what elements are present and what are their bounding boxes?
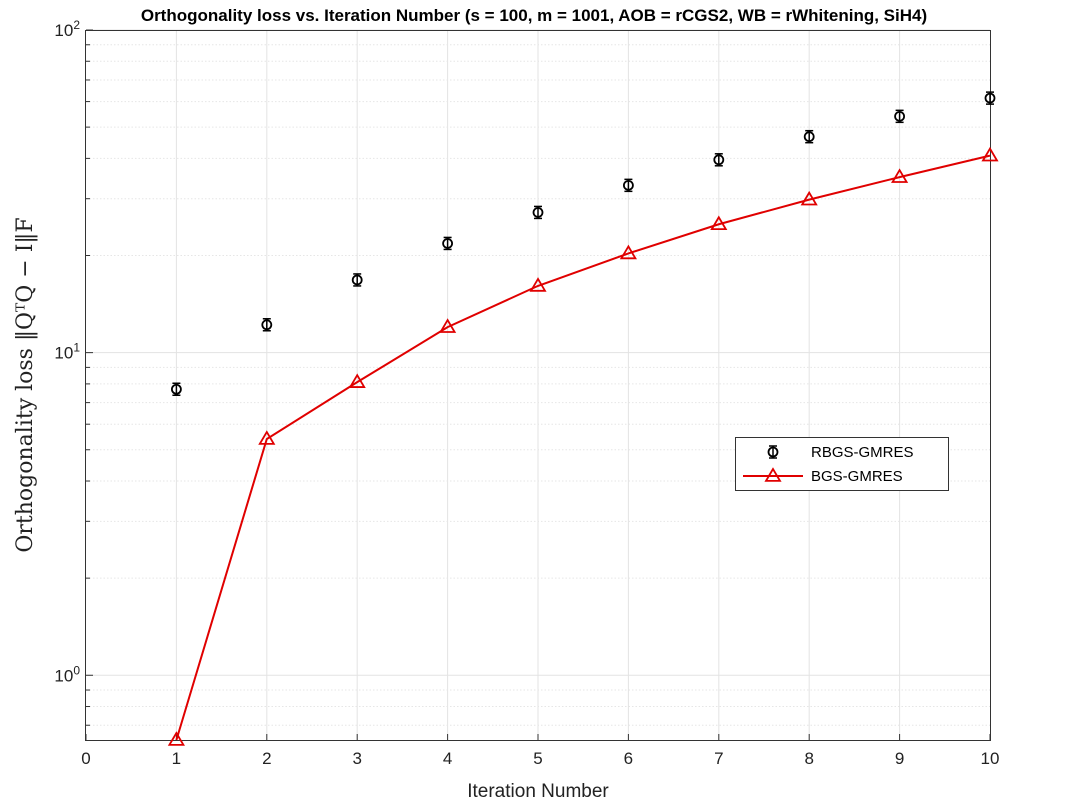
data-point (167, 731, 185, 746)
series-bgs-gmres (167, 146, 999, 746)
data-point (439, 318, 457, 333)
x-tick-label: 6 (624, 749, 633, 768)
data-point (442, 236, 454, 251)
data-point (348, 373, 366, 388)
series-line (175, 154, 991, 741)
data-point (351, 273, 363, 287)
x-tick-label: 3 (352, 749, 361, 768)
data-point (981, 146, 999, 162)
legend-marker (764, 467, 782, 482)
y-tick-label: 101 (54, 341, 80, 363)
data-point (623, 178, 634, 193)
x-tick-label: 2 (262, 749, 271, 768)
grid (86, 29, 990, 740)
data-point (984, 91, 996, 105)
circle-marker (532, 207, 544, 218)
data-point (170, 382, 182, 397)
circle-marker (713, 154, 725, 166)
data-point (261, 318, 273, 332)
circle-marker (442, 238, 454, 249)
circle-marker (984, 92, 996, 104)
x-tick-label: 0 (81, 749, 90, 768)
x-tick-label: 7 (714, 749, 723, 768)
data-point (258, 430, 276, 445)
x-tick-label: 10 (981, 749, 1000, 768)
legend-label: RBGS-GMRES (811, 444, 914, 461)
x-tick-label: 8 (804, 749, 813, 768)
data-point (713, 153, 725, 167)
axes: 0 1 2 3 4 5 6 7 8 9 10 100 101 102 (54, 18, 999, 768)
plot-area (85, 30, 991, 741)
data-point (891, 168, 909, 183)
data-point (619, 244, 637, 260)
x-tick-label: 5 (533, 749, 542, 768)
circle-marker (170, 383, 182, 395)
x-axis-label: Iteration Number (467, 781, 609, 801)
x-tick-label: 1 (172, 749, 181, 768)
legend-label: BGS-GMRES (811, 468, 903, 485)
y-tick-label: 102 (54, 18, 80, 40)
data-point (803, 129, 815, 144)
data-point (529, 277, 547, 292)
legend-marker (767, 445, 779, 459)
data-point (532, 205, 544, 220)
data-point (710, 215, 728, 231)
circle-marker (623, 179, 634, 191)
data-point (800, 190, 818, 206)
legend-entry: RBGS-GMRES (767, 444, 914, 461)
circle-marker (803, 131, 815, 143)
circle-marker (767, 446, 779, 458)
circle-marker (261, 319, 273, 331)
legend-entry: BGS-GMRES (743, 467, 903, 485)
x-tick-label: 9 (895, 749, 904, 768)
data-point (894, 109, 905, 124)
y-axis-label: Orthogonality loss ‖QᵀQ − I‖F (13, 217, 38, 552)
chart-title: Orthogonality loss vs. Iteration Number … (141, 6, 927, 25)
legend: RBGS-GMRES BGS-GMRES (735, 437, 949, 491)
x-tick-label: 4 (443, 749, 452, 768)
y-tick-label: 100 (54, 663, 80, 685)
series (167, 91, 999, 746)
series-rbgs-gmres (170, 91, 996, 397)
circle-marker (894, 110, 905, 122)
circle-marker (351, 274, 363, 286)
